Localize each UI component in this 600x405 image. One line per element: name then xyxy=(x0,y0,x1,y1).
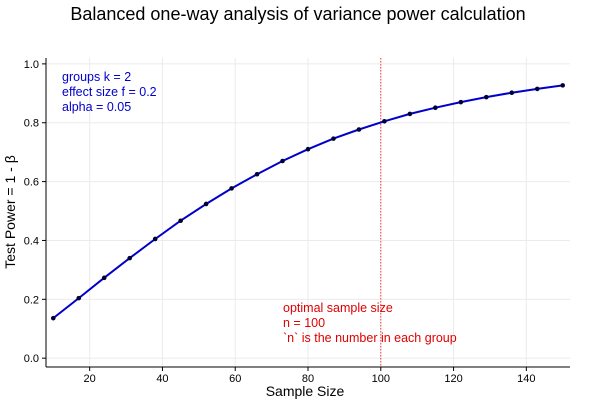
data-point xyxy=(152,236,158,242)
parameter-line: effect size f = 0.2 xyxy=(62,85,157,99)
x-tick-label: 140 xyxy=(517,373,535,385)
x-tick-label: 60 xyxy=(229,373,241,385)
data-point xyxy=(76,295,82,301)
y-axis-label: Test Power = 1 - β xyxy=(2,155,18,268)
data-point xyxy=(484,94,489,100)
optimal-annotation-line: optimal sample size xyxy=(283,301,393,315)
data-point xyxy=(305,146,311,152)
data-point xyxy=(356,127,362,132)
optimal-annotation-line: n = 100 xyxy=(283,316,325,330)
y-tick-label: 0.6 xyxy=(24,177,39,189)
grid-lines xyxy=(46,58,570,367)
data-point xyxy=(433,105,438,111)
parameter-line: groups k = 2 xyxy=(62,70,131,84)
series-layer xyxy=(50,83,566,321)
data-point xyxy=(407,111,413,117)
data-point xyxy=(280,158,285,164)
x-tick-label: 40 xyxy=(156,373,168,385)
data-point xyxy=(382,118,387,124)
chart-title: Balanced one-way analysis of variance po… xyxy=(70,4,525,24)
y-tick-label: 0.8 xyxy=(24,118,39,130)
x-tick-label: 120 xyxy=(444,373,462,385)
data-point xyxy=(534,86,540,92)
data-point xyxy=(101,275,107,281)
data-point xyxy=(50,315,56,321)
data-point xyxy=(560,83,566,88)
parameter-line: alpha = 0.05 xyxy=(62,100,131,114)
tick-labels: 20 40 60 80 100 120 140 0.0 0.2 0.4 0.6 0.8 1.0 xyxy=(24,59,536,385)
data-point xyxy=(229,186,234,191)
x-tick-label: 100 xyxy=(372,373,390,385)
axes xyxy=(42,58,570,371)
data-point xyxy=(178,218,183,224)
optimal-annotation-line: `n` is the number in each group xyxy=(283,331,457,345)
x-tick-label: 20 xyxy=(84,373,96,385)
data-point xyxy=(203,201,209,207)
data-point xyxy=(331,136,336,141)
y-tick-label: 0.4 xyxy=(24,235,39,247)
data-point xyxy=(509,90,515,96)
y-tick-label: 0.2 xyxy=(24,294,39,306)
data-point xyxy=(127,255,132,261)
x-tick-label: 80 xyxy=(302,373,314,385)
x-axis-label: Sample Size xyxy=(266,383,345,399)
data-point xyxy=(254,171,260,177)
y-tick-label: 1.0 xyxy=(24,59,39,71)
data-point xyxy=(458,99,464,105)
y-tick-label: 0.0 xyxy=(24,353,39,365)
